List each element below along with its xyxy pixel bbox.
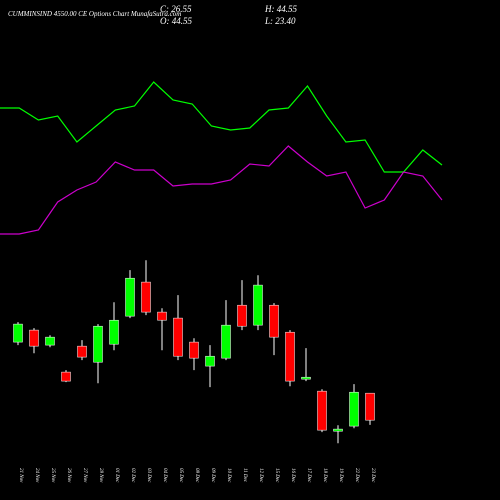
chart-title: CUMMINSIND 4550.00 CE Options Chart Muna… <box>8 10 181 18</box>
low-label: L: 23.40 <box>264 16 296 26</box>
x-tick-label: 21 Nov <box>18 468 23 483</box>
candle-body <box>285 331 295 382</box>
x-tick-label: 02 Dec <box>130 468 135 483</box>
x-tick-label: 26 Nov <box>66 468 71 483</box>
open-label: O: 44.55 <box>160 16 192 26</box>
indicator-line <box>0 81 443 173</box>
x-tick-label: 03 Dec <box>146 468 151 483</box>
x-tick-label: 01 Dec <box>114 468 119 483</box>
close-label: C: 26.55 <box>160 4 192 14</box>
x-tick-label: 09 Dec <box>210 468 215 483</box>
candle-body <box>45 336 55 346</box>
x-tick-label: 12 Dec <box>258 468 263 483</box>
candle-body <box>141 281 151 313</box>
candle-body <box>173 317 183 357</box>
high-label: H: 44.55 <box>264 4 297 14</box>
x-tick-label: 17 Dec <box>306 468 311 483</box>
x-tick-label: 28 Nov <box>98 468 103 483</box>
indicator-line <box>0 145 443 235</box>
x-tick-label: 11 Dec <box>242 468 247 483</box>
candle-body <box>221 324 231 359</box>
x-tick-label: 16 Dec <box>290 468 295 483</box>
x-tick-label: 05 Dec <box>178 468 183 483</box>
x-tick-label: 19 Dec <box>338 468 343 483</box>
x-tick-label: 18 Dec <box>322 468 327 483</box>
candle-body <box>253 284 263 326</box>
candle-body <box>189 341 199 359</box>
candle-body <box>365 392 375 421</box>
candle-body <box>61 371 71 382</box>
candle-body <box>317 390 327 431</box>
candle-body <box>237 304 247 327</box>
candle-body <box>93 325 103 363</box>
candle-body <box>301 376 311 380</box>
candle-body <box>29 329 39 347</box>
x-tick-label: 23 Dec <box>370 468 375 483</box>
x-tick-label: 22 Dec <box>354 468 359 483</box>
x-tick-label: 25 Nov <box>50 468 55 483</box>
candle-body <box>333 428 343 432</box>
candle-body <box>77 345 87 358</box>
x-tick-label: 24 Nov <box>34 468 39 483</box>
candle-body <box>13 323 23 343</box>
candle-body <box>349 391 359 427</box>
candle-body <box>269 304 279 338</box>
x-tick-label: 15 Dec <box>274 468 279 483</box>
candle-body <box>157 311 167 321</box>
candle-body <box>205 355 215 367</box>
x-tick-label: 08 Dec <box>194 468 199 483</box>
x-tick-label: 04 Dec <box>162 468 167 483</box>
candle-body <box>125 277 135 317</box>
x-tick-label: 10 Dec <box>226 468 231 483</box>
candle-body <box>109 319 119 345</box>
x-tick-label: 27 Nov <box>82 468 87 483</box>
